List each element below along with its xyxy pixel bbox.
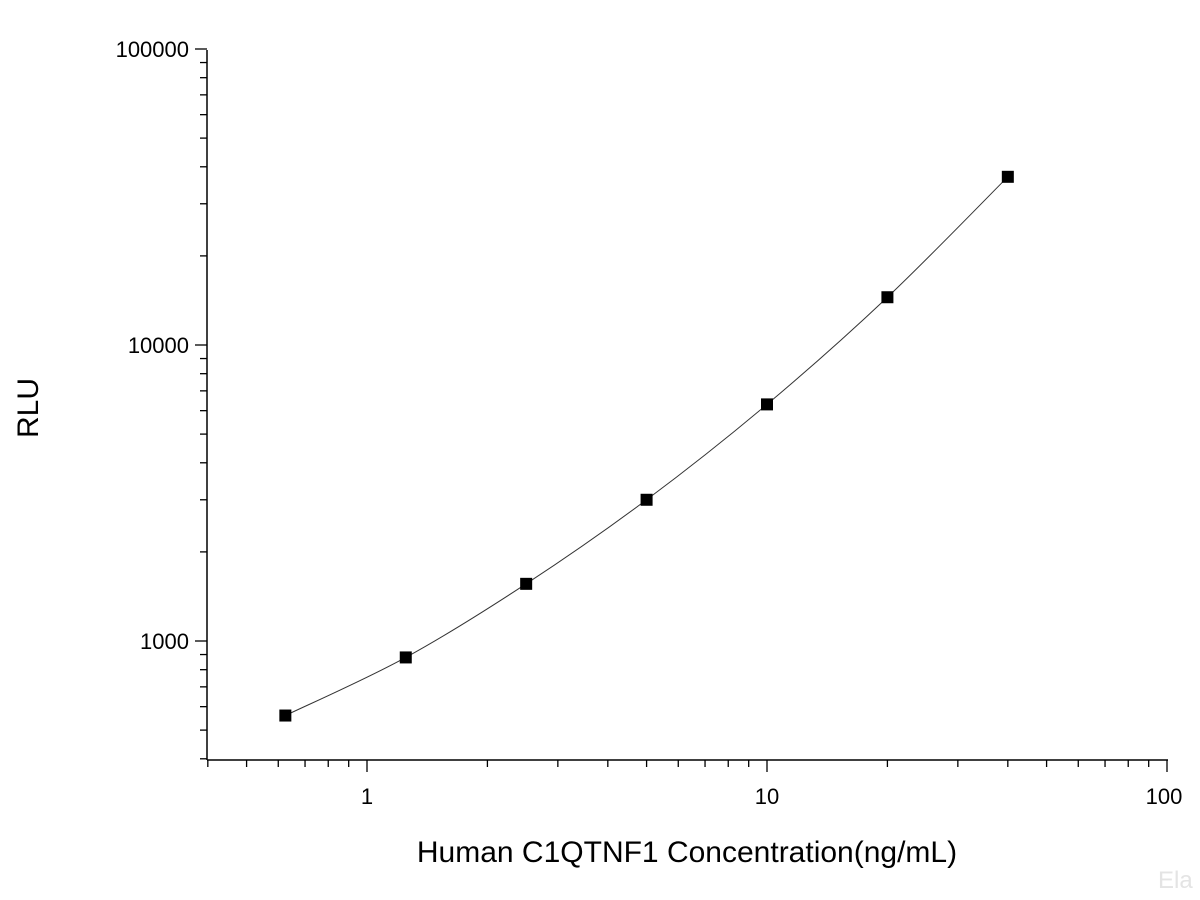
y-tick-label-10000: 10000 xyxy=(128,333,189,358)
data-point-1 xyxy=(279,709,292,722)
data-point-6 xyxy=(881,291,894,304)
x-tick-label-1: 1 xyxy=(361,784,373,809)
y-axis-ticks xyxy=(195,48,207,760)
data-point-7 xyxy=(1001,170,1014,183)
data-points xyxy=(279,170,1014,722)
y-tick-label-1000: 1000 xyxy=(140,629,189,654)
watermark: Ela xyxy=(1158,867,1193,894)
data-point-3 xyxy=(520,577,533,590)
x-tick-label-10: 10 xyxy=(755,784,779,809)
x-axis xyxy=(207,759,1168,772)
x-tick-label-100: 100 xyxy=(1146,784,1183,809)
tick-labels: 1000 10000 100000 1 10 100 xyxy=(116,37,1183,809)
y-axis-title: RLU xyxy=(12,378,45,438)
data-point-2 xyxy=(399,651,412,664)
data-point-4 xyxy=(640,493,653,506)
y-tick-label-100000: 100000 xyxy=(116,37,189,62)
x-axis-title: Human C1QTNF1 Concentration(ng/mL) xyxy=(417,836,957,869)
y-axis xyxy=(195,48,208,760)
x-axis-ticks xyxy=(207,760,1168,772)
data-point-5 xyxy=(761,398,773,411)
fit-curve xyxy=(285,176,1009,716)
